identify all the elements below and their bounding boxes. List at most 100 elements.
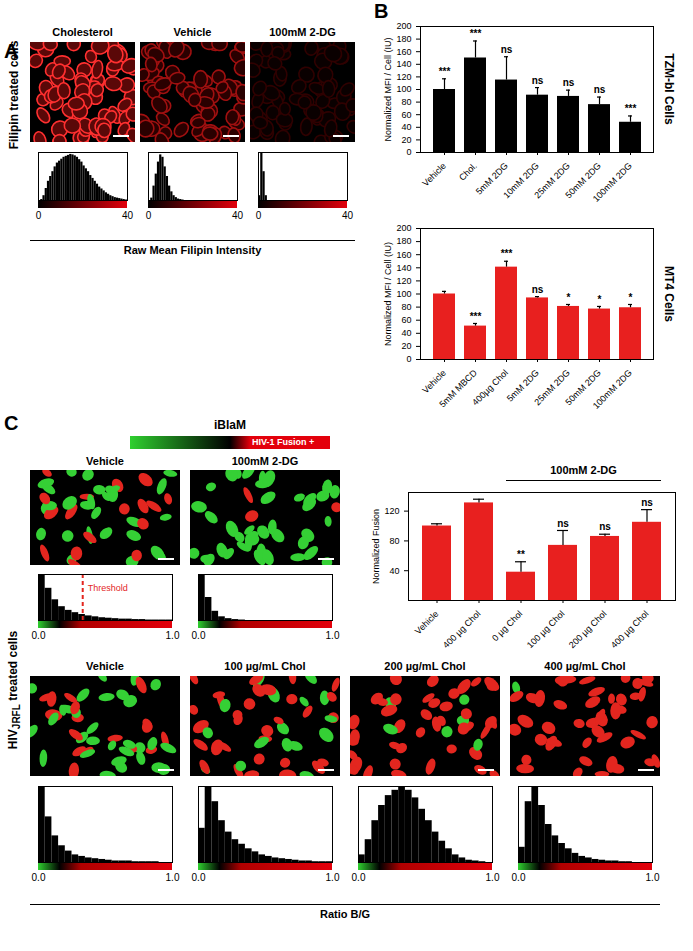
svg-text:0: 0 [36,210,42,221]
svg-text:0.0: 0.0 [352,872,366,883]
svg-text:40: 40 [232,210,244,221]
svg-text:Normalized Fusion: Normalized Fusion [371,509,381,584]
svg-text:*: * [567,292,571,303]
svg-text:0 µg Chol: 0 µg Chol [490,609,524,643]
svg-text:60: 60 [401,110,411,120]
svg-text:80: 80 [389,536,399,546]
svg-text:Vehicle: Vehicle [413,609,441,637]
svg-text:1.0: 1.0 [326,630,340,641]
svg-text:100: 100 [396,84,411,94]
html-text:JRFL: JRFL [11,704,23,730]
svg-text:0: 0 [406,147,411,157]
svg-text:0: 0 [146,210,152,221]
svg-text:80: 80 [401,97,411,107]
svg-text:ns: ns [532,75,544,86]
html-text:iBlaM: iBlaM [214,418,246,432]
svg-text:120: 120 [396,276,411,286]
svg-text:100mM 2DG: 100mM 2DG [591,368,634,411]
svg-text:140: 140 [396,59,411,69]
svg-text:100mM 2DG: 100mM 2DG [591,161,634,204]
svg-text:140: 140 [396,263,411,273]
svg-text:0.0: 0.0 [32,872,46,883]
svg-text:ns: ns [532,284,544,295]
svg-text:80: 80 [401,302,411,312]
svg-text:160: 160 [396,250,411,260]
svg-text:**: ** [517,549,525,560]
html-text:Cholesterol: Cholesterol [52,26,113,38]
svg-text:Vehicle: Vehicle [420,161,448,189]
svg-text:*: * [598,294,602,305]
svg-text:5mM MBCD: 5mM MBCD [437,367,479,410]
svg-text:400 µg Chol: 400 µg Chol [441,609,483,651]
svg-text:100: 100 [396,289,411,299]
html-text:TZM-bl Cells: TZM-bl Cells [662,53,676,125]
svg-text:180: 180 [396,34,411,44]
svg-text:20: 20 [401,135,411,145]
html-text:HIV: HIV [5,729,20,750]
svg-text:Chol.: Chol. [457,161,479,183]
svg-text:Threshold: Threshold [88,583,128,593]
svg-text:ns: ns [557,518,569,529]
html-text:MT4 Cells: MT4 Cells [662,265,676,322]
svg-text:ns: ns [563,77,575,88]
svg-text:0.0: 0.0 [32,630,46,641]
svg-text:120: 120 [396,72,411,82]
svg-text:25mM 2DG: 25mM 2DG [532,367,572,408]
svg-text:Normalized MFI / Cell (IU): Normalized MFI / Cell (IU) [383,242,393,346]
svg-text:1.0: 1.0 [166,630,180,641]
svg-text:0.0: 0.0 [512,872,526,883]
svg-text:ns: ns [594,84,606,95]
svg-text:Vehicle: Vehicle [420,368,448,396]
svg-text:0: 0 [256,210,262,221]
svg-text:ns: ns [641,497,653,508]
html-text:C: C [4,412,19,434]
svg-text:60: 60 [401,315,411,325]
html-text:100mM 2-DG: 100mM 2-DG [269,26,336,38]
svg-text:***: *** [625,103,637,114]
svg-text:40: 40 [389,566,399,576]
svg-text:100 µg Chol: 100 µg Chol [525,609,567,651]
html-text:Vehicle: Vehicle [173,26,212,38]
svg-text:50mM 2DG: 50mM 2DG [563,160,603,201]
svg-text:1.0: 1.0 [486,872,500,883]
svg-text:Normalized MFI / Cell (IU): Normalized MFI / Cell (IU) [383,37,393,141]
svg-text:***: *** [439,66,451,77]
svg-text:***: *** [470,28,482,39]
svg-text:5mM 2DG: 5mM 2DG [473,160,510,197]
html-text:B: B [374,0,389,22]
svg-text:20: 20 [401,341,411,351]
svg-text:50mM 2DG: 50mM 2DG [563,367,603,408]
svg-text:1.0: 1.0 [166,872,180,883]
svg-text:40: 40 [401,328,411,338]
html-text:Raw Mean Filipin Intensity: Raw Mean Filipin Intensity [123,244,262,256]
svg-text:ns: ns [599,521,611,532]
svg-text:1.0: 1.0 [646,872,660,883]
svg-text:200: 200 [396,223,411,233]
svg-text:120: 120 [384,506,399,516]
svg-text:180: 180 [396,236,411,246]
svg-text:0.0: 0.0 [192,872,206,883]
html-text:A: A [4,40,19,62]
svg-text:40: 40 [342,210,354,221]
svg-text:160: 160 [396,47,411,57]
svg-text:10mM 2DG: 10mM 2DG [501,160,541,201]
svg-text:40: 40 [122,210,134,221]
html-text:Filipin treated cells: Filipin treated cells [7,40,21,150]
svg-text:0: 0 [406,354,411,364]
svg-text:400 µg Chol: 400 µg Chol [609,609,651,651]
svg-text:25mM 2DG: 25mM 2DG [532,160,572,201]
svg-text:ns: ns [501,44,513,55]
svg-text:***: *** [501,248,513,259]
html-text:100mM 2-DG: 100mM 2-DG [231,455,299,467]
html-text:Vehicle: Vehicle [86,455,124,467]
svg-text:***: *** [470,311,482,322]
svg-text:0.0: 0.0 [192,630,206,641]
svg-text:40: 40 [401,122,411,132]
svg-text:*: * [629,292,633,303]
svg-text:400µg Chol: 400µg Chol [470,368,510,408]
svg-text:1.0: 1.0 [326,872,340,883]
html-text:treated cells: treated cells [5,630,20,705]
svg-text:200 µg Chol: 200 µg Chol [567,609,609,651]
svg-text:200: 200 [396,21,411,31]
svg-text:5mM 2DG: 5mM 2DG [504,367,541,404]
